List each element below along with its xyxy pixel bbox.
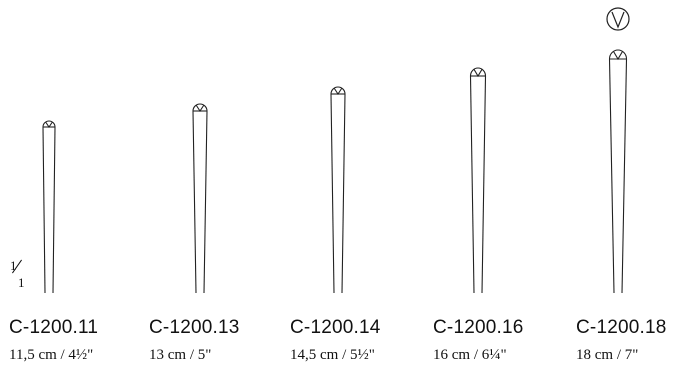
v-tip-marking bbox=[333, 87, 343, 96]
product-size: 14,5 cm / 5½" bbox=[290, 347, 375, 363]
instrument-c-1200-18 bbox=[608, 49, 628, 294]
instrument-shaft-left bbox=[42, 126, 46, 294]
instrument-shaft-right bbox=[203, 110, 208, 294]
scale-denominator: 1 bbox=[18, 275, 25, 290]
product-code: C-1200.16 bbox=[433, 317, 524, 338]
product-size: 18 cm / 7" bbox=[576, 347, 639, 363]
instrument-c-1200-11 bbox=[42, 120, 56, 294]
instrument-tip bbox=[469, 67, 487, 77]
v-tip-marking bbox=[195, 104, 205, 113]
instrument-tip bbox=[330, 86, 346, 95]
v-tip-marking bbox=[45, 121, 53, 128]
product-size: 13 cm / 5" bbox=[149, 347, 212, 363]
instrument-shaft-right bbox=[341, 93, 346, 294]
product-code: C-1200.14 bbox=[290, 317, 381, 338]
product-code: C-1200.13 bbox=[149, 317, 240, 338]
product-code: C-1200.18 bbox=[576, 317, 667, 338]
instrument-shaft-right bbox=[52, 126, 56, 294]
instrument-label-c-1200-11: C-1200.11 11,5 cm / 4½" bbox=[9, 316, 98, 364]
instrument-c-1200-13 bbox=[192, 103, 208, 294]
instrument-c-1200-16 bbox=[469, 67, 487, 294]
instrument-shaft-right bbox=[621, 58, 628, 294]
instrument-label-c-1200-18: C-1200.18 18 cm / 7" bbox=[576, 316, 667, 364]
scale-indicator: 1 1 bbox=[7, 258, 35, 298]
instrument-shaft-left bbox=[469, 75, 475, 294]
product-code: C-1200.11 bbox=[9, 317, 99, 338]
instrument-shaft-left bbox=[192, 110, 197, 294]
product-size: 16 cm / 6¼" bbox=[433, 347, 507, 363]
v-tip-marking bbox=[473, 68, 483, 78]
instrument-tip bbox=[608, 49, 628, 60]
instrument-shaft-left bbox=[608, 58, 615, 294]
instrument-shaft-left bbox=[330, 93, 335, 294]
v-tip-detail-icon bbox=[606, 7, 630, 31]
instrument-label-c-1200-13: C-1200.13 13 cm / 5" bbox=[149, 316, 240, 364]
instrument-label-c-1200-14: C-1200.14 14,5 cm / 5½" bbox=[290, 316, 381, 364]
instrument-c-1200-14 bbox=[330, 86, 346, 294]
scale-numerator: 1 bbox=[10, 258, 17, 273]
instrument-shaft-right bbox=[481, 75, 487, 294]
instrument-tip bbox=[192, 103, 208, 112]
product-size: 11,5 cm / 4½" bbox=[9, 347, 94, 363]
instrument-tip bbox=[42, 120, 56, 128]
v-tip-marking bbox=[612, 50, 624, 61]
instrument-label-c-1200-16: C-1200.16 16 cm / 6¼" bbox=[433, 316, 524, 364]
instrument-labels: C-1200.11 11,5 cm / 4½" C-1200.13 13 cm … bbox=[0, 316, 679, 380]
